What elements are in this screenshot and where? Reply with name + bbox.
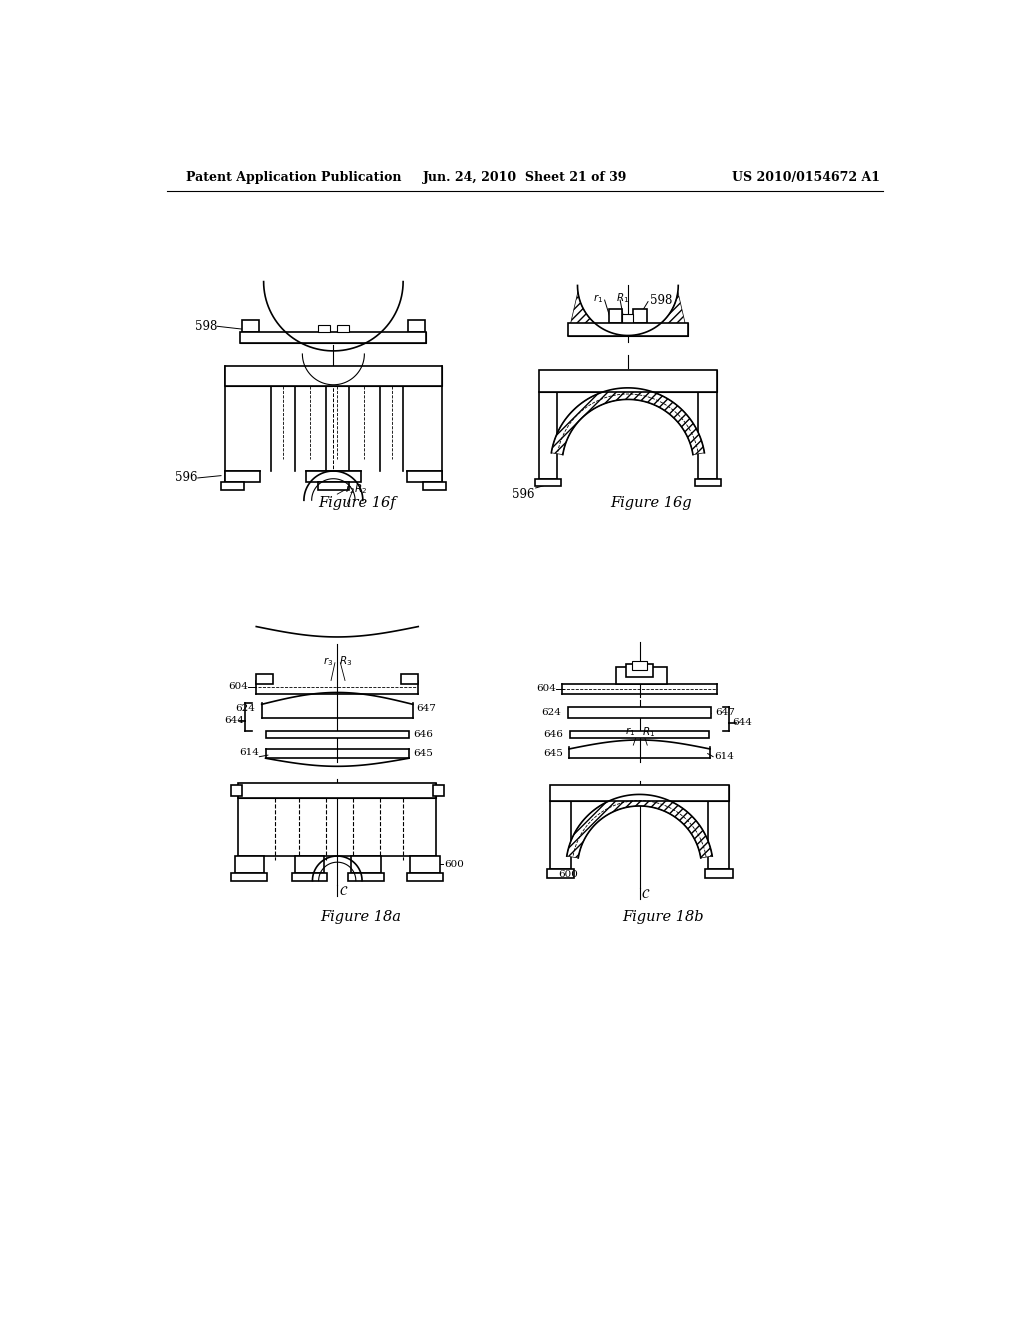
Bar xyxy=(317,325,330,333)
Bar xyxy=(239,783,436,799)
Bar xyxy=(608,309,623,323)
Bar xyxy=(241,333,426,343)
Bar xyxy=(616,668,667,684)
Bar xyxy=(265,730,409,738)
Text: 604: 604 xyxy=(228,682,248,692)
Polygon shape xyxy=(566,795,713,858)
Polygon shape xyxy=(568,292,688,335)
Bar xyxy=(241,333,426,343)
Bar xyxy=(292,873,328,880)
Text: $\mathcal{C}$: $\mathcal{C}$ xyxy=(641,887,650,900)
Text: 645: 645 xyxy=(413,750,433,758)
Text: $\mathcal{C}$: $\mathcal{C}$ xyxy=(339,884,348,898)
Text: 600: 600 xyxy=(558,870,578,879)
Text: $R_1$: $R_1$ xyxy=(642,725,655,739)
Text: 598: 598 xyxy=(649,293,672,306)
Bar xyxy=(256,673,273,684)
Text: $R_1$: $R_1$ xyxy=(616,292,630,305)
Bar xyxy=(231,873,267,880)
Text: 614: 614 xyxy=(714,752,734,762)
Bar xyxy=(306,471,360,482)
Text: $r_1$: $r_1$ xyxy=(593,292,603,305)
Bar xyxy=(225,367,442,387)
Bar xyxy=(623,314,633,323)
Bar xyxy=(242,321,259,333)
Bar xyxy=(411,857,440,873)
Text: Figure 18a: Figure 18a xyxy=(319,909,401,924)
Bar xyxy=(225,471,260,482)
Text: 604: 604 xyxy=(536,685,556,693)
Bar xyxy=(568,323,688,335)
Text: Figure 16f: Figure 16f xyxy=(317,496,395,511)
Text: 624: 624 xyxy=(236,704,255,713)
Bar xyxy=(221,482,245,490)
Text: 644: 644 xyxy=(732,718,753,727)
Text: 645: 645 xyxy=(543,750,563,758)
Text: 598: 598 xyxy=(195,319,217,333)
Bar xyxy=(234,857,264,873)
Text: Figure 18b: Figure 18b xyxy=(622,909,703,924)
Text: Jun. 24, 2010  Sheet 21 of 39: Jun. 24, 2010 Sheet 21 of 39 xyxy=(423,172,627,185)
Bar xyxy=(550,785,729,800)
Polygon shape xyxy=(551,388,705,454)
Bar xyxy=(626,664,653,677)
Text: 614: 614 xyxy=(240,747,259,756)
Text: 624: 624 xyxy=(542,709,561,717)
Text: $r_1$: $r_1$ xyxy=(626,726,636,738)
Text: $r_2 R_2$: $r_2 R_2$ xyxy=(345,482,368,495)
Bar xyxy=(225,367,442,387)
Bar xyxy=(569,730,710,738)
Text: 600: 600 xyxy=(443,861,464,869)
Bar xyxy=(401,673,418,684)
Bar xyxy=(632,661,647,671)
Bar xyxy=(539,370,717,392)
Text: 647: 647 xyxy=(417,704,436,713)
Bar xyxy=(239,783,436,799)
Bar xyxy=(317,482,349,490)
Text: Patent Application Publication: Patent Application Publication xyxy=(186,172,401,185)
Bar xyxy=(568,708,712,718)
Bar xyxy=(550,785,729,800)
Bar xyxy=(348,873,384,880)
Bar xyxy=(633,309,647,323)
Bar xyxy=(423,482,445,490)
Bar xyxy=(230,785,242,796)
Bar xyxy=(535,479,561,487)
Bar xyxy=(408,321,425,333)
Text: Figure 16g: Figure 16g xyxy=(610,496,692,511)
Bar xyxy=(694,479,721,487)
Bar xyxy=(351,857,381,873)
Text: US 2010/0154672 A1: US 2010/0154672 A1 xyxy=(732,172,881,185)
Text: $r_3$: $r_3$ xyxy=(323,655,334,668)
Text: 596: 596 xyxy=(512,488,535,502)
Text: 646: 646 xyxy=(413,730,433,739)
Bar xyxy=(337,325,349,333)
Bar xyxy=(539,370,717,392)
Text: 646: 646 xyxy=(544,730,563,739)
Text: 596: 596 xyxy=(175,471,198,484)
Bar xyxy=(547,869,574,878)
Bar xyxy=(568,323,688,335)
Text: 647: 647 xyxy=(715,709,735,717)
Bar xyxy=(295,857,324,873)
Bar xyxy=(433,785,443,796)
Bar xyxy=(407,471,442,482)
Text: $R_3$: $R_3$ xyxy=(339,655,352,668)
Bar xyxy=(408,873,443,880)
Text: 644: 644 xyxy=(224,715,244,725)
Bar xyxy=(705,869,732,878)
